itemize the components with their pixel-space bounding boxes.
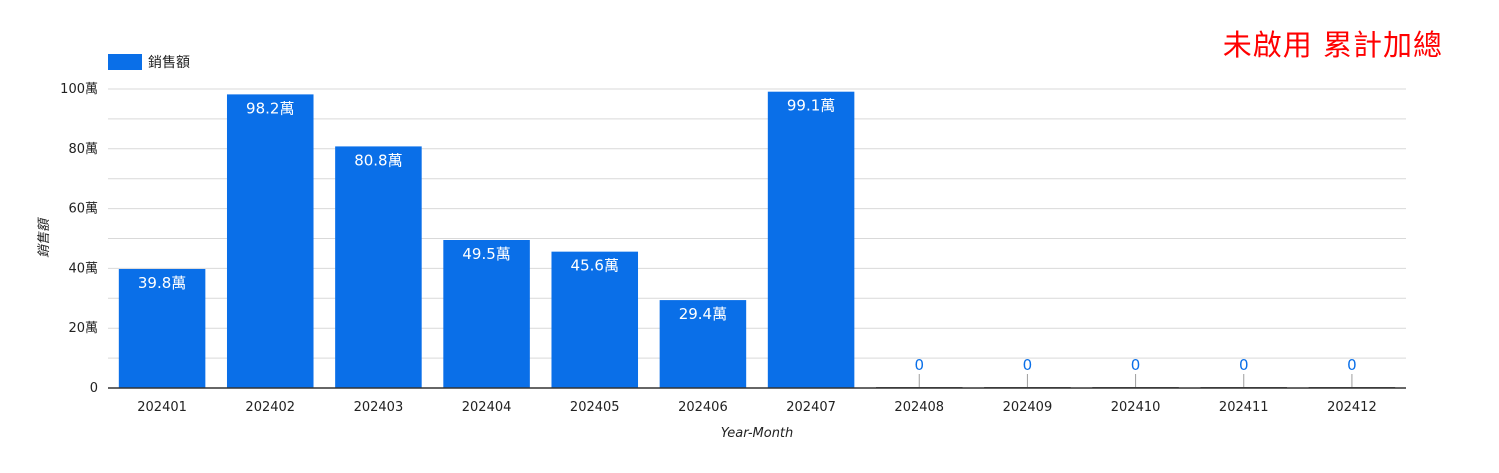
y-tick-label: 100萬 [60, 82, 98, 97]
x-tick-label: 202411 [1219, 400, 1269, 415]
bar [443, 239, 530, 388]
y-tick-label: 60萬 [68, 202, 98, 217]
data-labels: 39.8萬 98.2萬 80.8萬 49.5萬 45.6萬 29.4萬 99.1萬 0 0 0 0 0 [138, 97, 1357, 374]
x-axis-title: Year-Month [721, 426, 794, 441]
bar-data-label: 0 [914, 356, 924, 374]
x-tick-label: 202409 [1003, 400, 1053, 415]
bar-data-label: 0 [1131, 356, 1141, 374]
y-tick-label: 80萬 [68, 142, 98, 157]
x-tick-label: 202405 [570, 400, 620, 415]
gridlines [108, 88, 1406, 359]
bar-data-label: 29.4萬 [679, 305, 727, 323]
x-tick-label: 202408 [894, 400, 944, 415]
bar-data-label: 0 [1239, 356, 1249, 374]
bar-data-label: 45.6萬 [571, 257, 619, 275]
y-tick-label: 40萬 [68, 261, 98, 276]
bar [551, 251, 639, 388]
bar-data-label: 0 [1347, 356, 1357, 374]
bar [226, 94, 314, 388]
bar-data-label: 0 [1023, 356, 1033, 374]
x-tick-label: 202401 [137, 400, 187, 415]
legend-label: 銷售額 [148, 55, 190, 71]
bar-data-label: 80.8萬 [354, 151, 402, 169]
legend-swatch [108, 54, 142, 70]
x-tick-label: 202403 [354, 400, 404, 415]
x-tick-label: 202406 [678, 400, 728, 415]
y-tick-label: 0 [90, 381, 98, 396]
bar-data-label: 99.1萬 [787, 97, 835, 115]
y-tick-label: 20萬 [68, 321, 98, 336]
bar [118, 268, 206, 388]
x-tick-label: 202407 [786, 400, 836, 415]
x-tick-label: 202412 [1327, 400, 1377, 415]
y-axis-title: 銷售額 [37, 217, 52, 258]
legend: 銷售額 [108, 52, 190, 72]
bar [335, 146, 422, 388]
bar [767, 91, 855, 388]
bar-data-label: 49.5萬 [462, 245, 510, 263]
bar [659, 300, 747, 388]
annotation-text: 未啟用 累計加總 [1222, 28, 1443, 62]
bars [118, 91, 1396, 388]
x-tick-label: 202410 [1111, 400, 1161, 415]
x-tick-label: 202402 [245, 400, 295, 415]
bar-data-label: 39.8萬 [138, 274, 186, 292]
x-tick-label: 202404 [462, 400, 512, 415]
bar-data-label: 98.2萬 [246, 99, 294, 117]
